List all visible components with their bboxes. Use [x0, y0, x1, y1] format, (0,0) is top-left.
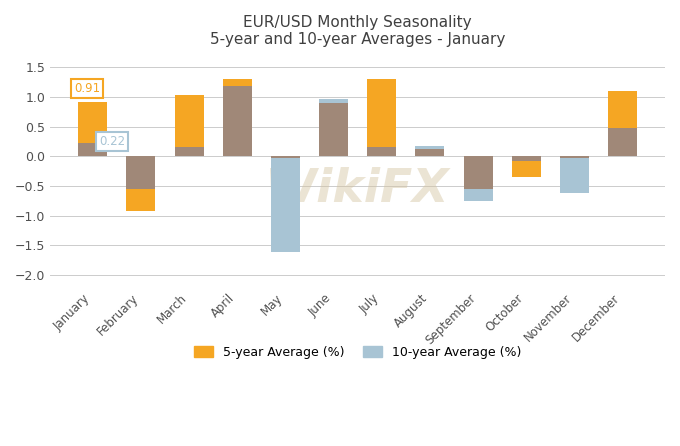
- Bar: [271, 157, 300, 158]
- Bar: [512, 157, 541, 161]
- Bar: [415, 149, 445, 157]
- Bar: [126, 157, 155, 211]
- Bar: [415, 146, 445, 157]
- Bar: [126, 157, 155, 189]
- Legend: 5-year Average (%), 10-year Average (%): 5-year Average (%), 10-year Average (%): [189, 341, 526, 364]
- Bar: [608, 128, 637, 157]
- Bar: [560, 157, 589, 158]
- Bar: [464, 157, 492, 201]
- Bar: [319, 103, 348, 157]
- Bar: [126, 157, 155, 189]
- Bar: [560, 157, 589, 193]
- Bar: [223, 87, 252, 157]
- Title: EUR/USD Monthly Seasonality
5-year and 10-year Averages - January: EUR/USD Monthly Seasonality 5-year and 1…: [210, 15, 505, 47]
- Bar: [78, 103, 107, 157]
- Bar: [78, 143, 107, 157]
- Bar: [512, 157, 541, 161]
- Bar: [319, 99, 348, 157]
- Bar: [78, 143, 107, 157]
- Bar: [223, 87, 252, 157]
- Bar: [512, 157, 541, 177]
- Text: 0.22: 0.22: [99, 135, 125, 148]
- Bar: [319, 103, 348, 157]
- Bar: [175, 148, 203, 157]
- Bar: [608, 91, 637, 157]
- Bar: [560, 157, 589, 158]
- Bar: [367, 79, 396, 157]
- Bar: [415, 149, 445, 157]
- Bar: [271, 157, 300, 252]
- Bar: [464, 157, 492, 189]
- Bar: [271, 157, 300, 158]
- Text: WikiFX: WikiFX: [265, 167, 450, 212]
- Bar: [175, 95, 203, 157]
- Bar: [223, 79, 252, 157]
- Bar: [175, 148, 203, 157]
- Bar: [608, 128, 637, 157]
- Bar: [367, 148, 396, 157]
- Bar: [367, 148, 396, 157]
- Text: 0.91: 0.91: [74, 82, 100, 95]
- Bar: [464, 157, 492, 189]
